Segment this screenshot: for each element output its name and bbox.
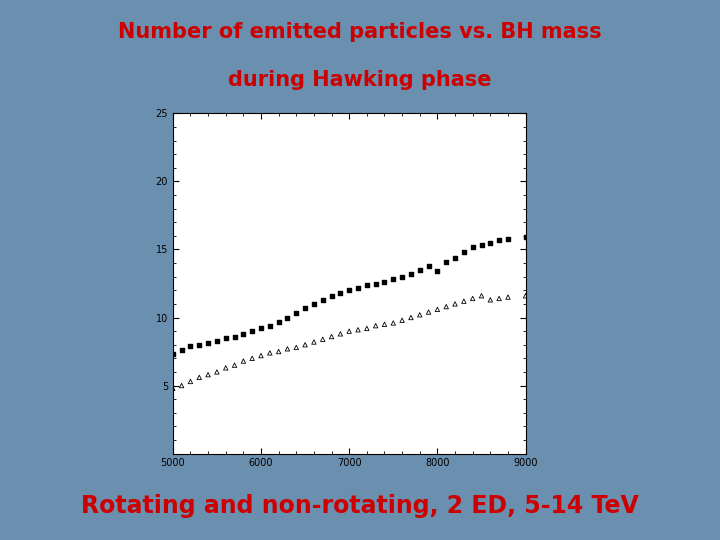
Rotating [255, 324, 266, 333]
Non-rotating [502, 293, 513, 301]
Non-rotating [370, 321, 382, 330]
Non-rotating [432, 305, 444, 314]
Rotating [476, 241, 487, 249]
Non-rotating [343, 327, 355, 335]
Rotating [414, 266, 426, 274]
Non-rotating [229, 361, 240, 369]
Rotating [449, 253, 461, 262]
Non-rotating [335, 329, 346, 338]
Rotating [300, 303, 311, 312]
Rotating [467, 242, 478, 251]
Rotating [184, 342, 196, 350]
Rotating [246, 327, 258, 335]
Non-rotating [264, 349, 276, 357]
Non-rotating [184, 377, 196, 386]
Non-rotating [379, 320, 390, 329]
Non-rotating [387, 319, 399, 327]
Non-rotating [282, 345, 293, 353]
Rotating [423, 261, 434, 270]
Non-rotating [352, 326, 364, 334]
Rotating [264, 321, 276, 330]
Rotating [361, 281, 373, 289]
Rotating [229, 332, 240, 341]
Non-rotating [423, 308, 434, 316]
Non-rotating [467, 294, 478, 303]
Rotating [343, 286, 355, 295]
Rotating [273, 318, 284, 326]
Non-rotating [220, 363, 231, 372]
Rotating [458, 248, 469, 256]
Rotating [202, 339, 214, 348]
Rotating [352, 284, 364, 292]
Non-rotating [458, 297, 469, 306]
Non-rotating [405, 313, 417, 322]
Rotating [485, 238, 496, 247]
Non-rotating [194, 373, 205, 382]
Rotating [387, 275, 399, 284]
Rotating [194, 340, 205, 349]
Non-rotating [449, 300, 461, 308]
Non-rotating [255, 352, 266, 360]
Rotating [520, 233, 531, 241]
Text: during Hawking phase: during Hawking phase [228, 70, 492, 90]
Rotating [493, 235, 505, 244]
Rotating [220, 334, 231, 342]
Non-rotating [476, 292, 487, 300]
Non-rotating [493, 294, 505, 303]
Non-rotating [290, 343, 302, 352]
Non-rotating [485, 295, 496, 304]
Rotating [379, 278, 390, 286]
Non-rotating [308, 338, 320, 346]
Rotating [396, 272, 408, 281]
Rotating [167, 350, 179, 359]
Non-rotating [441, 302, 452, 311]
Non-rotating [167, 384, 179, 393]
Rotating [405, 269, 417, 278]
Non-rotating [396, 316, 408, 325]
Non-rotating [361, 324, 373, 333]
Rotating [308, 300, 320, 308]
Rotating [176, 346, 187, 354]
Non-rotating [317, 335, 328, 343]
Rotating [441, 258, 452, 266]
Rotating [290, 309, 302, 318]
Text: Number of emitted particles vs. BH mass: Number of emitted particles vs. BH mass [118, 22, 602, 42]
Rotating [238, 329, 249, 338]
Rotating [325, 292, 337, 300]
Rotating [432, 267, 444, 275]
Rotating [370, 279, 382, 288]
Non-rotating [520, 292, 531, 300]
Non-rotating [300, 340, 311, 349]
Text: Rotating and non-rotating, 2 ED, 5-14 TeV: Rotating and non-rotating, 2 ED, 5-14 Te… [81, 495, 639, 518]
Non-rotating [414, 310, 426, 319]
Non-rotating [238, 357, 249, 366]
Non-rotating [273, 347, 284, 356]
Non-rotating [246, 354, 258, 363]
Non-rotating [176, 381, 187, 390]
Non-rotating [325, 332, 337, 341]
Rotating [502, 234, 513, 243]
Non-rotating [202, 370, 214, 379]
Rotating [282, 313, 293, 322]
Non-rotating [211, 368, 222, 376]
Rotating [317, 295, 328, 304]
Rotating [211, 336, 222, 345]
Rotating [335, 289, 346, 298]
